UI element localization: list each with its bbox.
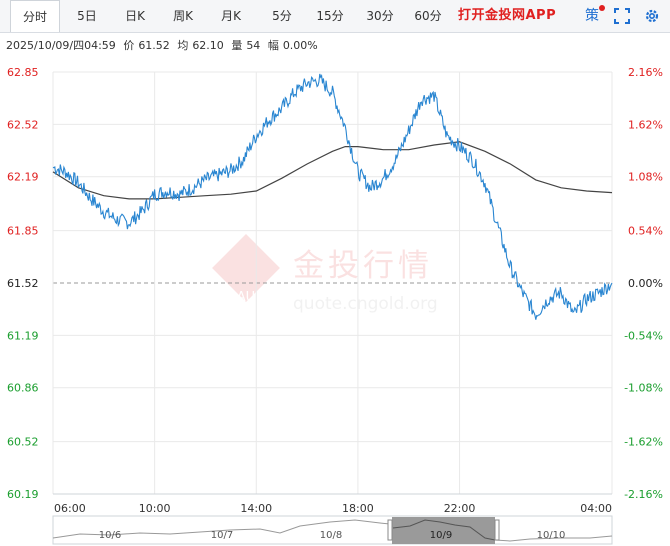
tab-weekly-k[interactable]: 周K: [173, 9, 193, 23]
expand-icon[interactable]: [614, 8, 630, 24]
strategy-label: 策: [585, 8, 599, 24]
period-tab-bar: 分时 5日 日K 周K 月K 5分 15分 30分 60分 打开金投网APP 策: [0, 0, 670, 33]
x-axis-tick-label: 04:00: [580, 502, 612, 515]
change-value: 0.00%: [282, 39, 318, 52]
navigator-tail-sparkline: [494, 535, 613, 542]
y-axis-percent-label: -2.16%: [624, 488, 663, 501]
navigator-date: 10/10: [537, 530, 566, 541]
tab-daily-k[interactable]: 日K: [125, 9, 145, 23]
strategy-button[interactable]: 策: [585, 0, 605, 32]
quote-info-line: 2025/10/09/四04:59 价 61.52 均 62.10 量 54 幅 0.0…: [6, 37, 322, 53]
navigator-date: 10/8: [320, 530, 342, 541]
navigator-date: 10/6: [99, 530, 121, 541]
quote-datetime: 2025/10/09/四04:59: [6, 39, 116, 52]
y-axis-percent-label: -1.62%: [624, 436, 663, 449]
average-value: 62.10: [192, 39, 224, 52]
price-label: 价: [123, 39, 135, 52]
watermark-brand: 金投行情: [293, 248, 433, 284]
tab-monthly-k[interactable]: 月K: [221, 9, 241, 23]
navigator-selected-range[interactable]: [392, 517, 495, 544]
time-navigator[interactable]: 10/6 10/7 10/8 10/9 10/10: [52, 515, 613, 545]
tab-5min[interactable]: 5分: [272, 9, 292, 23]
navigator-left-handle[interactable]: [387, 519, 393, 541]
navigator-date: 10/9: [430, 530, 452, 541]
y-axis-percent-label: -0.54%: [624, 329, 663, 342]
watermark-logo-icon: [212, 234, 280, 302]
y-axis-tick-label: 62.52: [7, 118, 39, 131]
average-label: 均: [177, 39, 189, 52]
notification-dot: [599, 5, 605, 11]
navigator-frame: [52, 515, 613, 545]
x-axis-tick-label: 06:00: [54, 502, 86, 515]
change-label: 幅: [267, 39, 279, 52]
navigator-sparkline: [52, 519, 391, 539]
y-axis-tick-label: 62.19: [7, 171, 39, 184]
y-axis-percent-label: 2.16%: [628, 66, 663, 79]
y-axis-tick-label: 60.19: [7, 488, 39, 501]
y-axis-percent-label: 0.54%: [628, 225, 663, 238]
tab-15min[interactable]: 15分: [316, 9, 344, 23]
watermark: AU 金投行情 quote.cngold.org: [212, 234, 438, 314]
volume-label: 量: [231, 39, 243, 52]
x-axis-tick-label: 22:00: [444, 502, 476, 515]
y-axis-tick-label: 60.86: [7, 382, 39, 395]
x-axis-tick-label: 14:00: [240, 502, 272, 515]
y-axis-tick-label: 62.85: [7, 66, 39, 79]
gear-icon[interactable]: [644, 8, 660, 24]
price-line: [52, 73, 613, 320]
y-axis-percent-label: 0.00%: [628, 277, 663, 290]
y-axis-percent-label: 1.08%: [628, 171, 663, 184]
watermark-logo-text: AU: [237, 290, 255, 305]
watermark-site: quote.cngold.org: [293, 294, 438, 314]
navigator-date: 10/7: [211, 530, 233, 541]
navigator-selected-sparkline: [392, 519, 496, 541]
volume-value: 54: [246, 39, 261, 52]
price-value: 61.52: [138, 39, 170, 52]
x-axis-tick-label: 18:00: [342, 502, 374, 515]
average-price-line: [52, 141, 613, 200]
navigator-right-handle[interactable]: [494, 519, 500, 541]
x-axis-tick-label: 10:00: [139, 502, 171, 515]
open-app-link[interactable]: 打开金投网APP: [458, 8, 557, 23]
y-axis-percent-label: -1.08%: [624, 382, 663, 395]
y-axis-percent-label: 1.62%: [628, 118, 663, 131]
y-axis-tick-label: 61.85: [7, 225, 39, 238]
tab-60min[interactable]: 60分: [414, 9, 442, 23]
tab-5day[interactable]: 5日: [77, 9, 97, 23]
y-axis-tick-label: 61.52: [7, 277, 39, 290]
tab-intraday[interactable]: 分时: [10, 0, 60, 32]
y-axis-tick-label: 60.52: [7, 436, 39, 449]
tab-30min[interactable]: 30分: [366, 9, 394, 23]
y-axis-tick-label: 61.19: [7, 329, 39, 342]
